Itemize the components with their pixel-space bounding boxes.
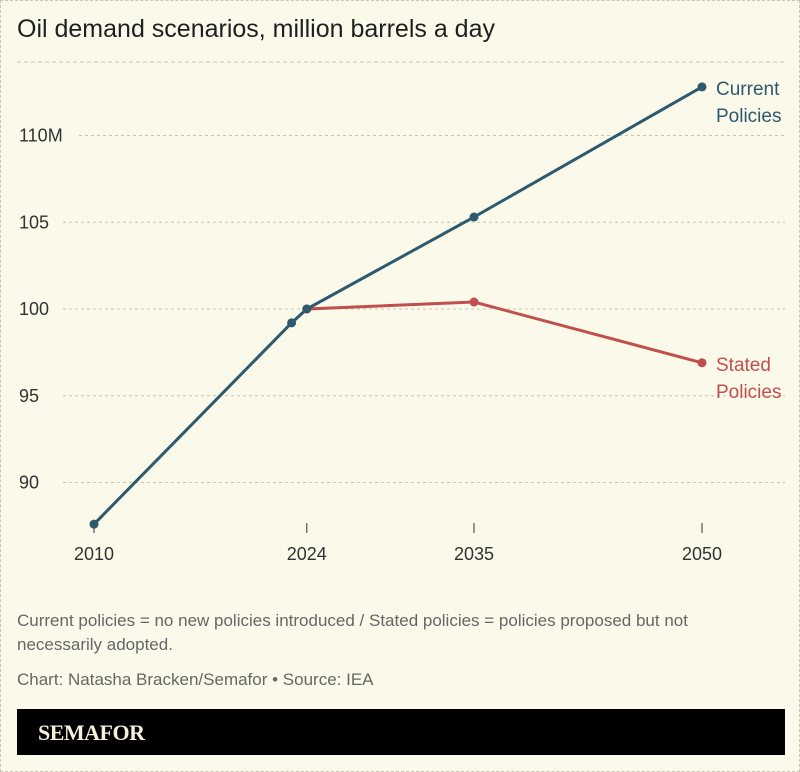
y-tick-label: 100 [19, 299, 49, 319]
data-point [302, 304, 312, 314]
data-point [287, 318, 297, 328]
data-point [469, 212, 479, 222]
logo-text: SEMAFOR [38, 720, 145, 745]
chart-note: Current policies = no new policies intro… [17, 611, 688, 654]
series-label: Stated [716, 355, 771, 376]
y-tick-label: 90 [19, 473, 39, 493]
series-label: Policies [716, 106, 781, 127]
chart-title: Oil demand scenarios, million barrels a … [17, 15, 495, 43]
semafor-logo: SEMAFOR [17, 709, 785, 755]
series-label: Policies [716, 382, 781, 403]
x-tick-label: 2035 [454, 544, 494, 564]
x-tick-label: 2024 [287, 544, 327, 564]
data-point [697, 82, 707, 92]
y-tick-label: 110M [19, 126, 63, 146]
line-chart: 90 95 100 105 110M 2010 2024 2035 2050 Stated Poli… [17, 61, 785, 564]
x-tick-label: 2010 [74, 544, 114, 564]
chart-credit: Chart: Natasha Bracken/Semafor • Source:… [17, 670, 374, 689]
data-point [89, 519, 99, 529]
data-point [697, 358, 707, 368]
x-tick-label: 2050 [682, 544, 722, 564]
y-tick-label: 105 [19, 212, 49, 232]
data-point [469, 297, 479, 307]
series-line [306, 300, 703, 365]
series-label: Current [716, 79, 780, 100]
y-tick-label: 95 [19, 386, 39, 406]
